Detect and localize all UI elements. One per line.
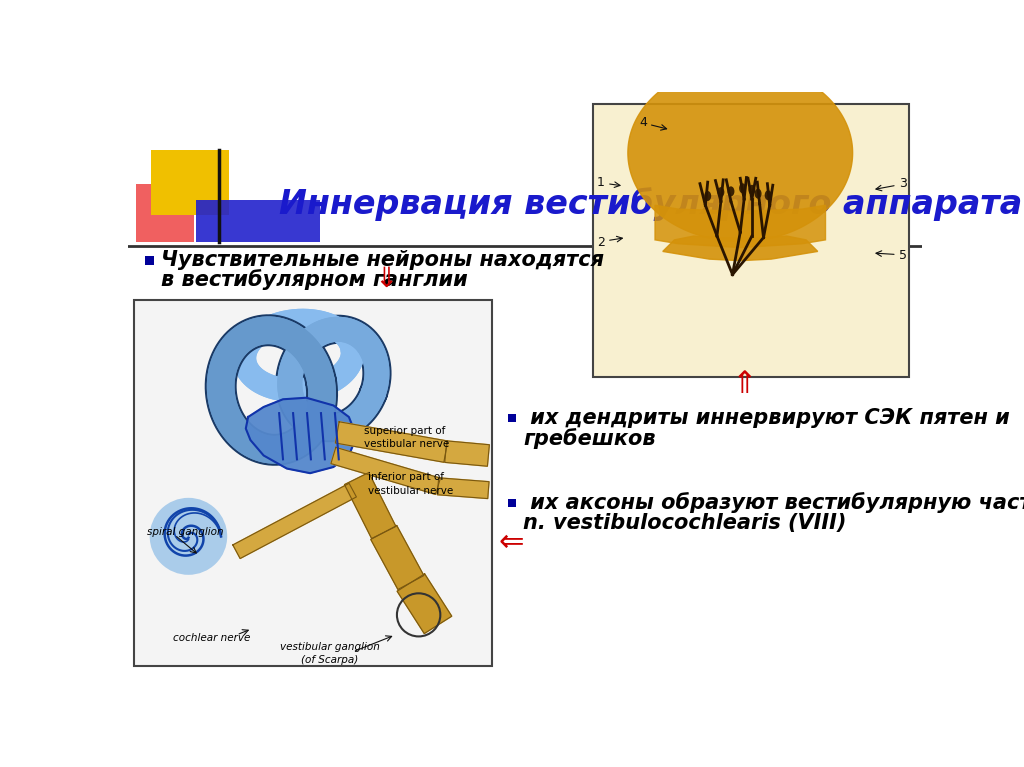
Bar <box>593 104 909 377</box>
Polygon shape <box>663 236 818 261</box>
Polygon shape <box>371 525 424 590</box>
Text: ⇑: ⇑ <box>731 370 757 399</box>
Text: в вестибулярном ганглии: в вестибулярном ганглии <box>161 268 467 290</box>
Text: inferior part of
vestibular nerve: inferior part of vestibular nerve <box>369 472 454 495</box>
Text: n. vestibulocochlearis (VIII): n. vestibulocochlearis (VIII) <box>523 513 847 533</box>
Text: 3: 3 <box>899 177 907 190</box>
Text: Иннервация вестибулярного аппарата: Иннервация вестибулярного аппарата <box>280 186 1022 221</box>
Polygon shape <box>344 472 396 538</box>
Bar <box>136 184 194 242</box>
Text: гребешков: гребешков <box>523 428 656 449</box>
Text: superior part of
vestibular nerve: superior part of vestibular nerve <box>365 426 450 449</box>
Ellipse shape <box>705 191 712 201</box>
Bar <box>152 150 228 216</box>
Ellipse shape <box>739 183 746 193</box>
Text: cochlear nerve: cochlear nerve <box>173 633 251 643</box>
Bar <box>145 256 154 265</box>
Polygon shape <box>655 206 825 248</box>
Polygon shape <box>397 574 452 634</box>
Text: их дендриты иннервируют СЭК пятен и: их дендриты иннервируют СЭК пятен и <box>523 408 1010 428</box>
Polygon shape <box>331 447 440 495</box>
Text: 5: 5 <box>899 249 907 262</box>
Ellipse shape <box>150 498 227 574</box>
Text: ⇐: ⇐ <box>499 528 524 557</box>
Polygon shape <box>335 422 447 463</box>
Text: Чувствительные нейроны находятся: Чувствительные нейроны находятся <box>161 250 603 270</box>
Bar <box>134 300 493 666</box>
Polygon shape <box>246 398 356 473</box>
Ellipse shape <box>718 187 724 197</box>
Text: 1: 1 <box>597 176 605 189</box>
Bar <box>197 200 321 242</box>
Text: spiral ganglion: spiral ganglion <box>147 528 224 538</box>
Text: vestibular ganglion
(of Scarpa): vestibular ganglion (of Scarpa) <box>280 642 380 664</box>
Ellipse shape <box>765 190 772 200</box>
Bar <box>508 499 516 507</box>
Polygon shape <box>444 441 489 466</box>
Text: ⇓: ⇓ <box>375 265 397 293</box>
Ellipse shape <box>749 185 756 195</box>
Ellipse shape <box>755 189 762 199</box>
Bar <box>508 414 516 423</box>
Text: 4: 4 <box>639 116 647 129</box>
Polygon shape <box>437 478 489 499</box>
Polygon shape <box>232 483 356 558</box>
Polygon shape <box>628 64 853 242</box>
Text: 2: 2 <box>597 235 605 249</box>
Ellipse shape <box>727 186 734 196</box>
Text: их аксоны образуют вестибулярную часть: их аксоны образуют вестибулярную часть <box>523 492 1024 513</box>
